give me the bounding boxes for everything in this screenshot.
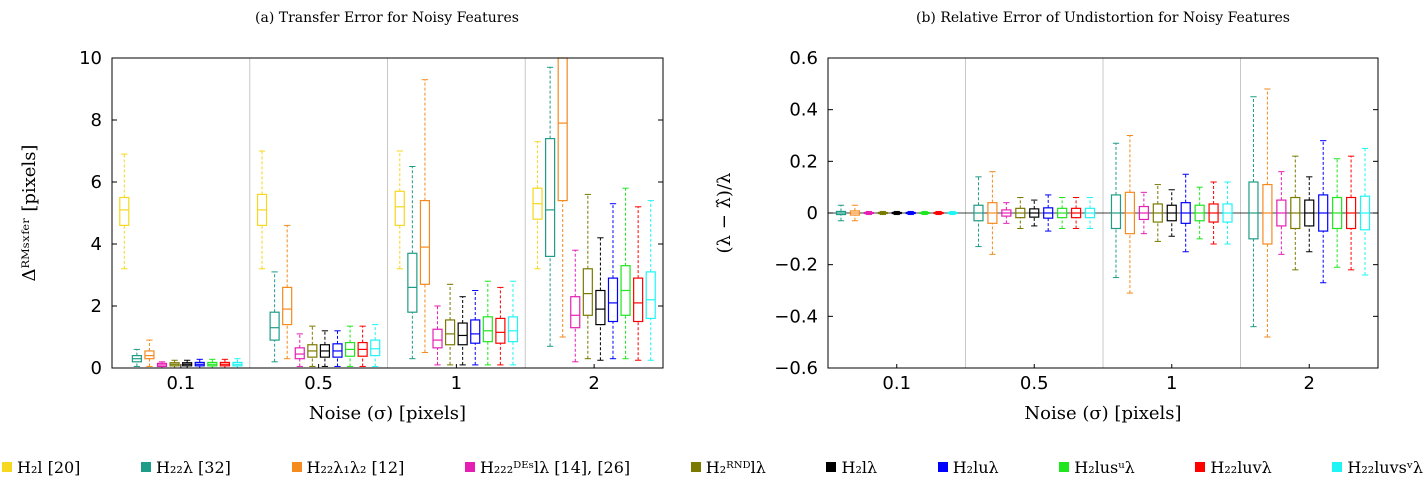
legend-label: H₂₂λ₁λ₂ [12] (306, 457, 405, 477)
box-iqr (444, 319, 456, 346)
box-iqr (144, 350, 155, 360)
legend-swatch (464, 462, 475, 472)
box-iqr (457, 322, 468, 346)
x-tick-label: 0.1 (167, 373, 196, 394)
legend-item: H₂₂₂ᴰᴱˢlλ [14], [26] (464, 457, 631, 477)
legend-item: H₂₂λ₁λ₂ [12] (291, 457, 405, 477)
legend-swatch (141, 462, 152, 472)
legend-swatch (937, 462, 948, 472)
x-tick-label: 0.1 (882, 373, 911, 394)
y-tick-label: 0.6 (789, 48, 818, 69)
box-iqr (595, 289, 606, 326)
legend-swatch (826, 462, 837, 472)
legend-label: H₂l [20] (17, 457, 81, 477)
box-iqr (282, 286, 293, 326)
x-axis-label: Noise (σ) [pixels] (1024, 403, 1181, 424)
y-tick-label: 8 (91, 110, 102, 131)
legend-label: H₂₂luvsᵛλ (1347, 457, 1423, 477)
box-iqr (419, 200, 431, 285)
box-iqr (570, 296, 581, 329)
box-iqr (407, 252, 418, 313)
legend: H₂l [20] H₂₂λ [32] H₂₂λ₁λ₂ [12] H₂₂₂ᴰᴱˢlλ [… (2, 454, 1423, 480)
box-iqr (557, 57, 568, 202)
x-tick-label: 2 (1304, 373, 1315, 394)
y-tick-label: 0.2 (789, 151, 818, 172)
y-tick-label: 0 (807, 203, 818, 224)
legend-label: H₂₂₂ᴰᴱˢlλ [14], [26] (479, 457, 631, 477)
y-axis-label: Δᴿᴹˢˣᶠᵉʳ [pixels] (19, 145, 40, 282)
legend-label: H₂lλ (841, 457, 878, 477)
y-tick-label: −0.2 (774, 255, 818, 276)
legend-swatch (1059, 462, 1070, 472)
x-tick-label: 2 (588, 373, 599, 394)
legend-item: H₂ᴿᴺᴰlλ (690, 457, 766, 477)
box-iqr (269, 311, 280, 341)
plot-frame (111, 57, 664, 369)
legend-item: H₂l [20] (2, 458, 80, 477)
box-iqr (495, 317, 506, 344)
y-tick-label: 2 (91, 296, 102, 317)
x-axis-label: Noise (σ) [pixels] (309, 403, 466, 424)
x-tick-label: 0.5 (304, 373, 333, 394)
legend-item: H₂₂λ [32] (141, 458, 231, 477)
box-iqr (633, 277, 644, 323)
legend-item: H₂lusᵘλ (1059, 458, 1135, 477)
y-tick-label: 4 (91, 234, 102, 255)
chart-title: (b) Relative Error of Undistortion for N… (916, 10, 1290, 26)
box-iqr (607, 277, 619, 323)
legend-label: H₂ᴿᴺᴰlλ (705, 457, 766, 477)
box-iqr (1110, 194, 1122, 230)
legend-item: H₂₂luvsᵛλ (1332, 458, 1423, 477)
box-iqr (370, 339, 381, 357)
box-iqr (582, 268, 593, 316)
legend-item: H₂lλ (826, 458, 877, 477)
legend-swatch (1332, 462, 1343, 472)
box-iqr (545, 138, 556, 258)
y-tick-label: 6 (91, 172, 102, 193)
y-tick-label: 10 (79, 48, 102, 69)
chart-title: (a) Transfer Error for Noisy Features (255, 10, 519, 26)
box-iqr (432, 328, 443, 349)
legend-label: H₂lusᵘλ (1074, 457, 1135, 477)
y-tick-label: −0.6 (774, 358, 818, 379)
y-tick-label: −0.4 (774, 306, 818, 327)
x-tick-label: 1 (451, 373, 462, 394)
box-iqr (1262, 183, 1273, 245)
legend-swatch (690, 462, 701, 472)
x-tick-label: 1 (1166, 373, 1177, 394)
x-tick-label: 0.5 (1020, 373, 1049, 394)
legend-swatch (291, 462, 302, 472)
legend-swatch (1195, 462, 1206, 472)
figure: (a) Transfer Error for Noisy Features 0.1… (19, 10, 1379, 424)
y-tick-label: 0 (91, 358, 102, 379)
legend-item: H₂luλ (937, 457, 999, 477)
box-iqr (119, 196, 130, 226)
box-iqr (645, 271, 656, 319)
box-iqr (1248, 181, 1259, 240)
box-iqr (470, 319, 481, 344)
box-iqr (507, 316, 519, 343)
box-iqr (482, 316, 493, 343)
box-iqr (294, 347, 305, 360)
y-tick-label: 0.4 (789, 100, 818, 121)
box-iqr (394, 190, 405, 227)
legend-label: H₂luλ (952, 457, 999, 477)
legend-swatch (2, 462, 12, 472)
legend-item: H₂₂luvλ (1195, 457, 1272, 477)
legend-label: H₂₂luvλ (1210, 457, 1272, 477)
legend-label: H₂₂λ [32] (156, 457, 231, 477)
y-axis-label: (λ − λ̂)/λ (714, 173, 735, 254)
